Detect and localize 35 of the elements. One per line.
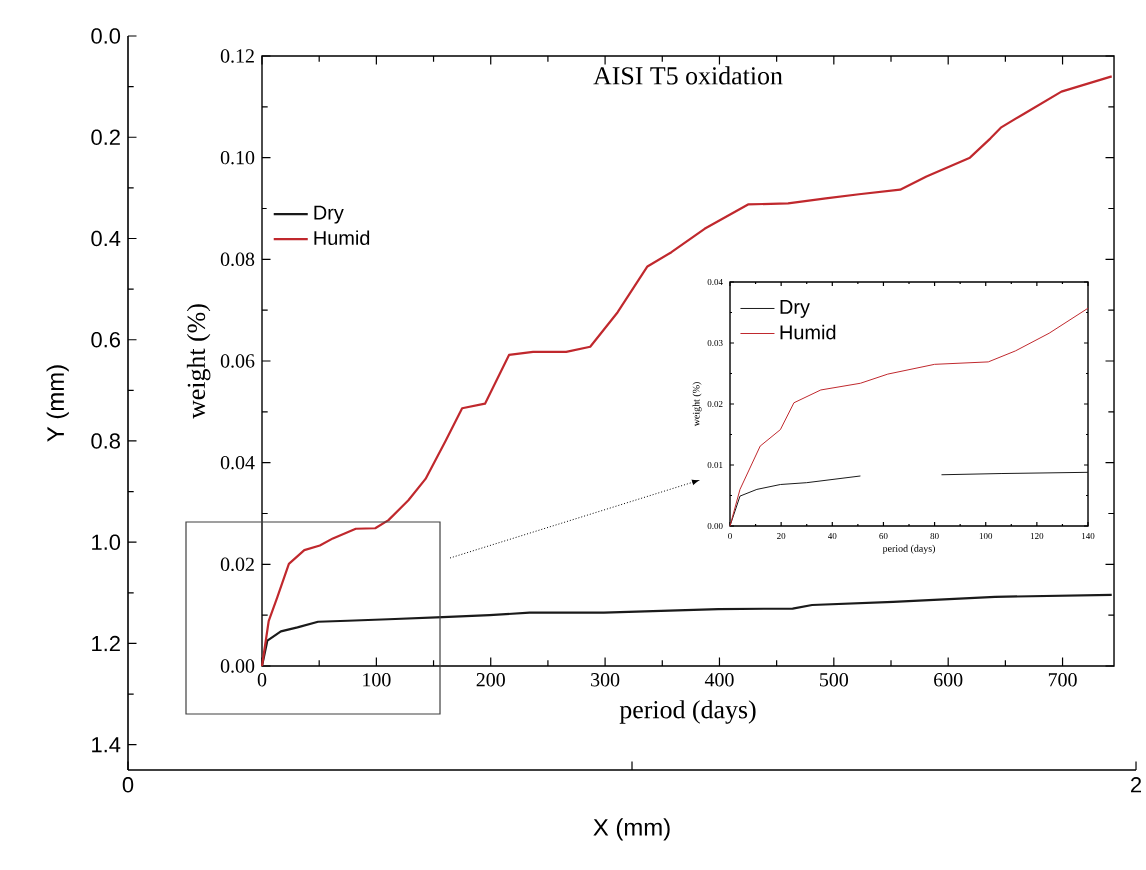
x-tick-label: 0 — [257, 673, 267, 687]
x-tick-label: 100 — [363, 673, 391, 687]
x-tick-label: 600 — [934, 673, 963, 687]
x-tick-label: 300 — [591, 673, 620, 687]
y-axis-title: weight (%) — [186, 304, 211, 419]
y-tick-label: 0.0 — [91, 28, 121, 44]
y-tick-label: 0.2 — [91, 129, 120, 145]
x-axis-title: period (days) — [619, 700, 756, 724]
y-tick-label: 1.4 — [92, 737, 121, 753]
legend-label: Humid — [780, 324, 836, 340]
x-tick-label: 200 — [476, 673, 505, 687]
y-tick-label: 1.2 — [92, 635, 120, 652]
x-tick-label: 700 — [1048, 673, 1077, 687]
y-tick-label: 1.0 — [92, 534, 121, 550]
y-tick-label: 0.6 — [91, 331, 120, 348]
y-tick-label: 0.12 — [220, 49, 254, 63]
y-tick-label: 0.02 — [220, 557, 254, 572]
x-tick-label: 500 — [820, 673, 849, 687]
y-tick-label: 0.4 — [91, 230, 121, 247]
legend-label: Dry — [780, 300, 810, 318]
y-axis-title: Y (mm) — [46, 365, 69, 442]
y-tick-label: 0.08 — [220, 252, 255, 267]
y-tick-label: 0.04 — [220, 455, 255, 470]
chart-title: AISI T5 oxidation — [593, 66, 783, 85]
y-tick-label: 0.10 — [220, 150, 255, 165]
line-series — [260, 593, 1113, 668]
x-tick-label: 400 — [704, 673, 734, 687]
x-tick-label: 2 — [1131, 777, 1142, 793]
legend-label: Humid — [314, 230, 370, 246]
legend-label: Dry — [314, 205, 344, 224]
y-tick-label: 0.06 — [220, 354, 255, 368]
y-tick-label: 0.8 — [91, 433, 120, 449]
x-tick-label: 0 — [122, 777, 134, 793]
y-tick-label: 0.00 — [220, 659, 255, 673]
x-axis-title: X (mm) — [593, 818, 670, 841]
